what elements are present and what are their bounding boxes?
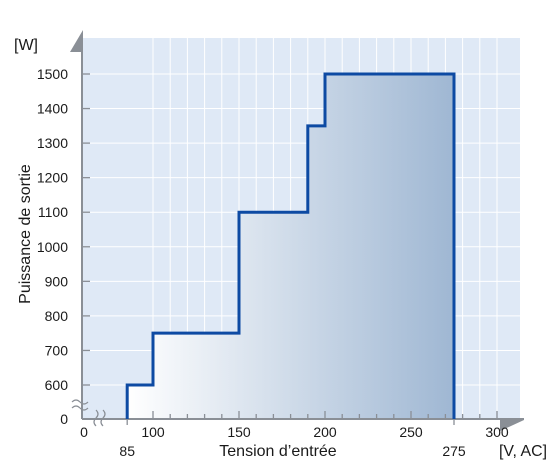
x-unit-label: [V, AC] <box>499 443 547 460</box>
x-axis-arrow <box>500 420 524 431</box>
x-tick-label: 100 <box>141 424 165 440</box>
power-step-line <box>125 72 456 419</box>
x-axis-title: Tension d’entrée <box>219 443 337 460</box>
x-tick-label: 150 <box>227 424 251 440</box>
x-mark-label: 85 <box>119 443 135 459</box>
x-mark-label: 275 <box>442 443 466 459</box>
y-axis-break-mark <box>71 399 89 411</box>
y-axis-arrow <box>70 30 83 52</box>
y-tick-label: 800 <box>45 308 69 324</box>
tick-marks <box>82 73 498 425</box>
y-tick-label: 1500 <box>37 66 68 82</box>
x-tick-label: 200 <box>313 424 337 440</box>
x-tick-label: 0 <box>80 424 88 440</box>
y-tick-label: 1200 <box>37 170 68 186</box>
x-axis-break-mark <box>93 409 106 427</box>
y-unit-label: [W] <box>14 37 38 54</box>
y-axis-title: Puissance de sortie <box>17 164 34 304</box>
tick-labels: 0 600 700 800 900 1000 1100 1200 1300 1400 1500 0 10… <box>37 66 509 459</box>
y-tick-label: 1100 <box>38 204 68 220</box>
y-tick-label: 1400 <box>37 101 68 117</box>
y-tick-label: 1300 <box>37 135 68 151</box>
y-tick-label: 1000 <box>37 239 68 255</box>
y-tick-label: 0 <box>60 411 68 427</box>
y-tick-label: 700 <box>45 342 69 358</box>
x-tick-label: 300 <box>485 424 509 440</box>
power-area <box>127 74 454 419</box>
y-tick-label: 900 <box>45 273 69 289</box>
x-tick-label: 250 <box>399 424 423 440</box>
y-tick-label: 600 <box>45 377 69 393</box>
